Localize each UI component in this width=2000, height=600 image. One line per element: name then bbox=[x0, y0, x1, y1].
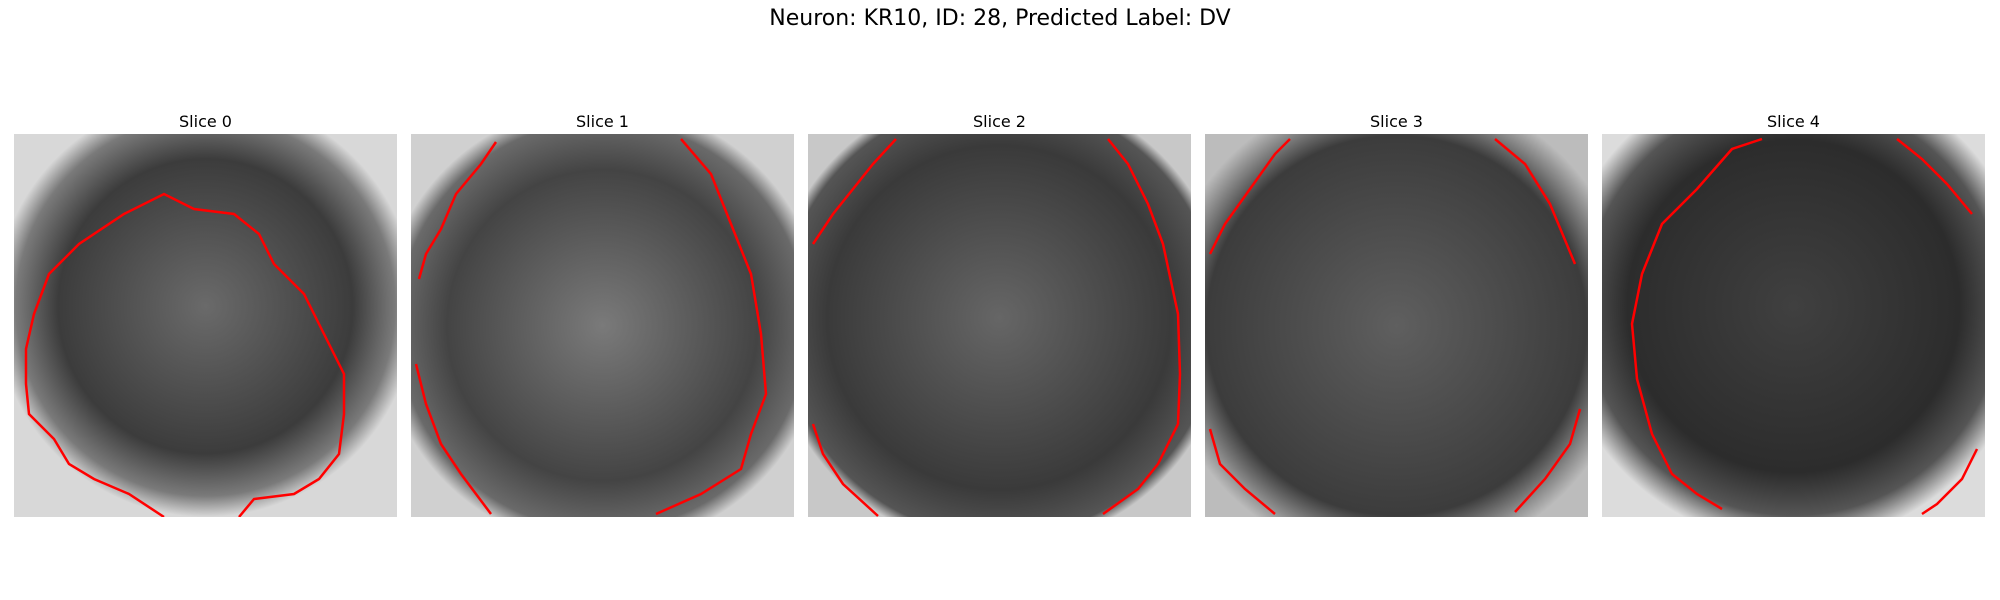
contour-line bbox=[1514, 408, 1582, 513]
contour-line bbox=[655, 138, 768, 516]
slice-title: Slice 3 bbox=[1370, 112, 1423, 131]
contour-line bbox=[417, 141, 498, 280]
slice-image bbox=[1205, 134, 1588, 517]
figure-title: Neuron: KR10, ID: 28, Predicted Label: D… bbox=[769, 6, 1231, 31]
slice-image bbox=[14, 134, 397, 517]
slice-panel-1: Slice 1 bbox=[411, 110, 794, 517]
slice-title: Slice 1 bbox=[576, 112, 629, 131]
slice-title: Slice 0 bbox=[179, 112, 232, 131]
contour-line bbox=[1494, 138, 1577, 265]
slice-title: Slice 4 bbox=[1767, 112, 1820, 131]
contour-line bbox=[811, 423, 879, 517]
slice-title: Slice 2 bbox=[973, 112, 1026, 131]
slice-image bbox=[1602, 134, 1985, 517]
slice-panel-0: Slice 0 bbox=[14, 110, 397, 517]
contour-line bbox=[1208, 138, 1291, 255]
contour-line bbox=[414, 363, 492, 515]
contour-line bbox=[1896, 138, 1973, 215]
slice-panel-3: Slice 3 bbox=[1205, 110, 1588, 517]
slice-panel-4: Slice 4 bbox=[1602, 110, 1985, 517]
slice-image bbox=[411, 134, 794, 517]
contour-line bbox=[1630, 137, 1763, 511]
slice-panel-2: Slice 2 bbox=[808, 110, 1191, 517]
contour-line bbox=[1208, 428, 1276, 515]
contour-line bbox=[24, 192, 346, 517]
contour-line bbox=[1921, 448, 1979, 516]
contour-line bbox=[811, 138, 897, 245]
contour-line bbox=[1102, 138, 1182, 516]
slice-image bbox=[808, 134, 1191, 517]
